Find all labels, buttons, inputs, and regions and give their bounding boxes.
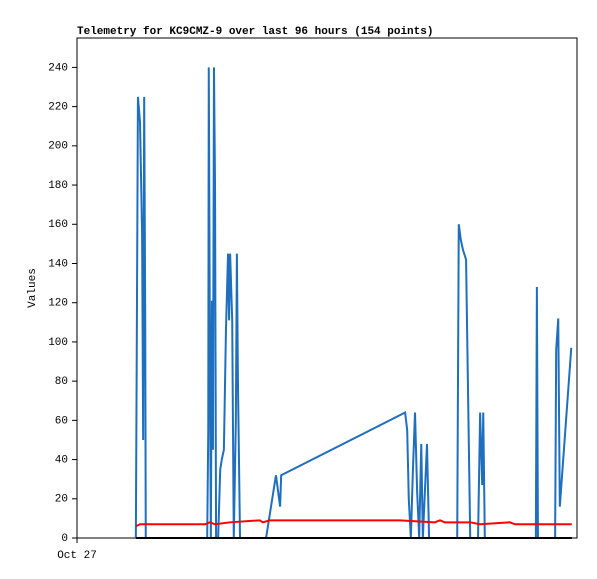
y-tick-label: 0: [61, 533, 68, 545]
y-tick-label: 220: [48, 102, 68, 114]
y-tick-label: 140: [48, 258, 68, 270]
series-line: [134, 67, 573, 539]
y-tick-label: 240: [48, 62, 68, 74]
plot-frame: [76, 37, 578, 539]
y-tick-label: 200: [48, 141, 68, 153]
y-tick-label: 180: [48, 180, 68, 192]
chart-title: Telemetry for KC9CMZ-9 over last 96 hour…: [77, 26, 433, 38]
y-tick-label: 20: [55, 494, 68, 506]
y-tick-label: 120: [48, 298, 68, 310]
y-tick-label: 100: [48, 337, 68, 349]
y-tick-label: 80: [55, 376, 68, 388]
x-tick-label: Oct 27: [57, 550, 97, 562]
y-axis-label: Values: [27, 268, 39, 308]
y-tick-label: 40: [55, 454, 68, 466]
y-tick-label: 160: [48, 219, 68, 231]
series-line: [135, 519, 572, 528]
y-tick-label: 60: [55, 415, 68, 427]
